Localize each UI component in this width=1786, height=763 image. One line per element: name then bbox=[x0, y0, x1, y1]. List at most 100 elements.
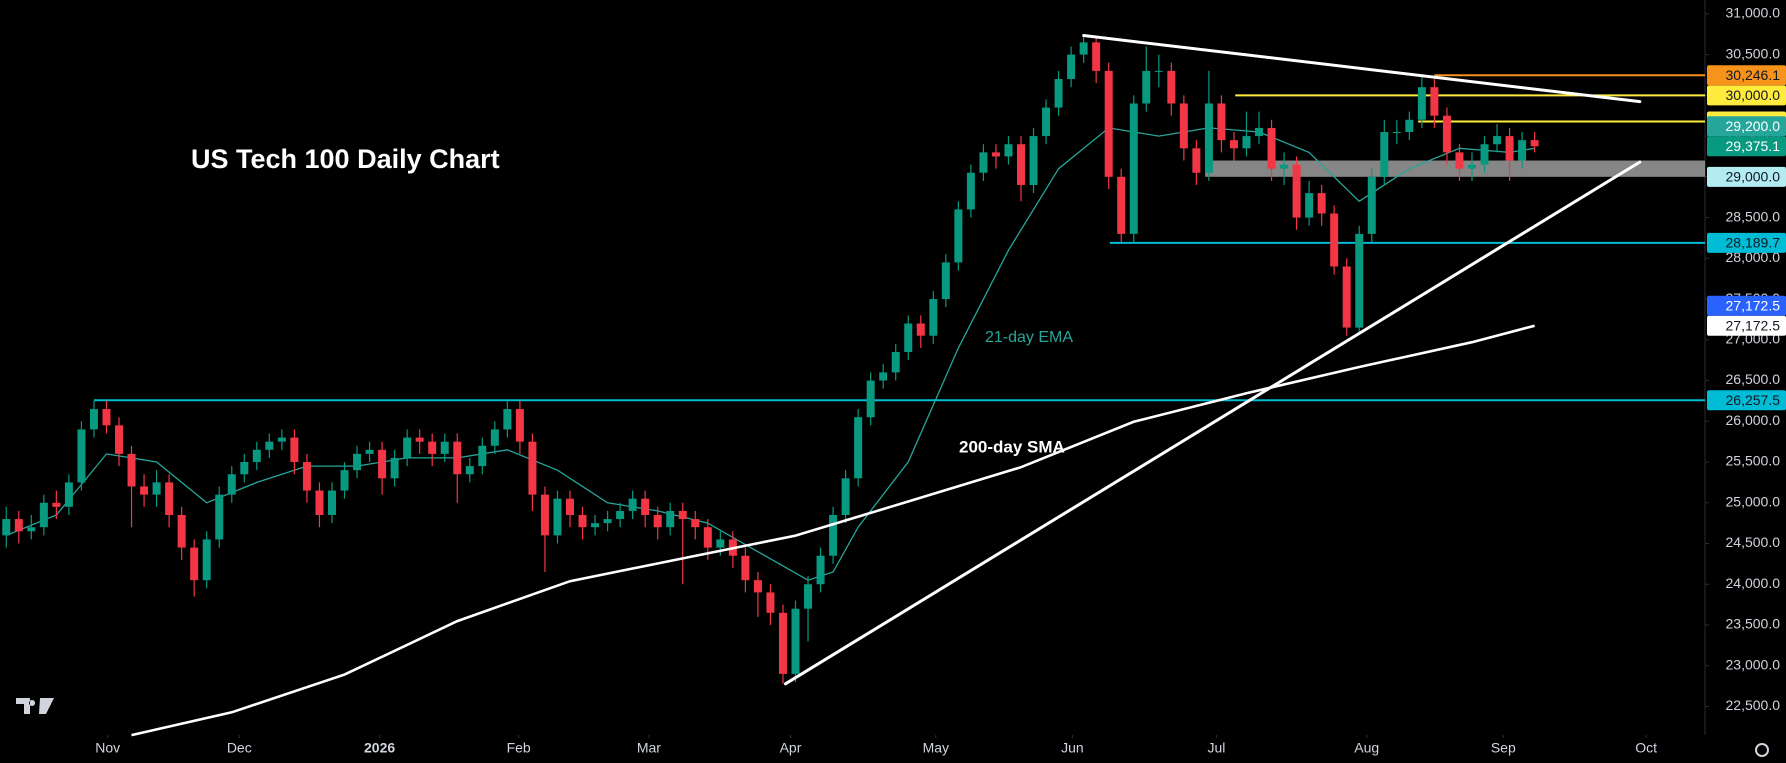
candle-body bbox=[791, 608, 800, 674]
candle-body bbox=[1217, 103, 1226, 141]
candle-body bbox=[102, 409, 111, 426]
price-label: 28,189.7 bbox=[1726, 235, 1781, 251]
candle-body bbox=[453, 441, 462, 475]
candle-body bbox=[1104, 70, 1113, 177]
x-tick-label: Sep bbox=[1491, 740, 1516, 756]
candle-body bbox=[252, 449, 261, 463]
candle-body bbox=[177, 514, 186, 548]
candle-body bbox=[315, 490, 324, 515]
candle-body bbox=[1229, 140, 1238, 149]
price-label: 30,246.1 bbox=[1726, 67, 1781, 83]
axes: 22,500.0 23,000.0 23,500.0 24,000.0 24,500.0… bbox=[95, 5, 1786, 756]
candle-body bbox=[1392, 132, 1401, 134]
candle-body bbox=[603, 519, 612, 524]
candle-body bbox=[591, 523, 600, 528]
candle-body bbox=[1179, 103, 1188, 149]
candle-body bbox=[77, 429, 86, 483]
candle-body bbox=[478, 445, 487, 467]
price-label-box bbox=[1707, 166, 1786, 187]
candle-body bbox=[190, 547, 199, 581]
candle-body bbox=[1054, 79, 1063, 108]
price-label: 29,200.0 bbox=[1726, 118, 1781, 134]
candle-body bbox=[378, 449, 387, 479]
candle-body bbox=[666, 510, 675, 528]
candle-body bbox=[1004, 144, 1013, 157]
candle-body bbox=[340, 470, 349, 491]
candle-body bbox=[140, 486, 149, 495]
candle-body bbox=[1430, 87, 1439, 116]
candle-body bbox=[753, 580, 762, 593]
candle-body bbox=[1117, 176, 1126, 234]
price-label-box bbox=[1707, 232, 1786, 253]
candle-body bbox=[778, 612, 787, 674]
x-tick-label: Dec bbox=[227, 740, 252, 756]
candle-body bbox=[1342, 266, 1351, 328]
candle-body bbox=[966, 172, 975, 210]
candle-body bbox=[1467, 164, 1476, 169]
candle-body bbox=[265, 441, 274, 450]
candle-body bbox=[1405, 119, 1414, 133]
candle-body bbox=[52, 502, 61, 507]
candle-body bbox=[440, 441, 449, 454]
price-label: 27,172.5 bbox=[1726, 297, 1781, 313]
candle-body bbox=[841, 478, 850, 515]
ma-line bbox=[131, 324, 1535, 737]
candle-body bbox=[127, 453, 136, 487]
candle-body bbox=[1530, 140, 1539, 147]
price-label-box bbox=[1707, 390, 1786, 411]
candle-body bbox=[1142, 70, 1151, 104]
price-label: 27,172.5 bbox=[1726, 317, 1781, 333]
candle-body bbox=[115, 425, 124, 454]
candle-body bbox=[365, 449, 374, 454]
candle-body bbox=[1267, 127, 1276, 169]
price-label: 29,000.0 bbox=[1726, 169, 1781, 185]
candle-body bbox=[991, 152, 1000, 157]
settings-icon[interactable] bbox=[1755, 743, 1769, 757]
candle-body bbox=[616, 510, 625, 520]
candle-body bbox=[553, 498, 562, 536]
candle-body bbox=[653, 514, 662, 528]
candle-body bbox=[891, 352, 900, 373]
y-tick-label: 28,000.0 bbox=[1726, 249, 1781, 265]
candle-body bbox=[1242, 136, 1251, 149]
y-tick-label: 30,500.0 bbox=[1726, 45, 1781, 61]
candle-body bbox=[403, 437, 412, 458]
sma-annotation: 200-day SMA bbox=[959, 437, 1065, 456]
candle-body bbox=[1330, 213, 1339, 267]
candle-body bbox=[1518, 140, 1527, 161]
y-tick-label: 22,500.0 bbox=[1726, 697, 1781, 713]
price-label: 29,375.1 bbox=[1726, 138, 1781, 154]
candle-body bbox=[465, 466, 474, 475]
price-label-box bbox=[1707, 136, 1786, 157]
candle-body bbox=[215, 494, 224, 540]
candle-body bbox=[515, 409, 524, 442]
candle-body bbox=[766, 592, 775, 613]
x-tick-label: 2026 bbox=[364, 740, 395, 756]
candle-body bbox=[240, 462, 249, 475]
candle-body bbox=[165, 482, 174, 515]
candle-body bbox=[979, 152, 988, 173]
candle-body bbox=[1154, 70, 1163, 72]
candle-body bbox=[716, 539, 725, 548]
candle-body bbox=[227, 474, 236, 495]
candle-body bbox=[916, 323, 925, 336]
x-tick-label: Jun bbox=[1061, 740, 1084, 756]
candle-body bbox=[678, 510, 687, 520]
candle-body bbox=[1092, 42, 1101, 71]
candle-body bbox=[904, 323, 913, 353]
y-tick-label: 26,000.0 bbox=[1726, 412, 1781, 428]
price-label-box bbox=[1707, 295, 1786, 316]
candle-body bbox=[528, 441, 537, 495]
y-tick-label: 31,000.0 bbox=[1726, 5, 1781, 21]
price-label-box bbox=[1707, 85, 1786, 106]
candle-body bbox=[490, 429, 499, 446]
candle-body bbox=[415, 437, 424, 442]
x-tick-label: Feb bbox=[507, 740, 531, 756]
candle-body bbox=[1380, 132, 1389, 177]
candle-body bbox=[1505, 136, 1514, 161]
price-label: 26,257.5 bbox=[1726, 392, 1781, 408]
candle-body bbox=[14, 519, 23, 532]
candle-body bbox=[27, 527, 36, 532]
x-tick-label: Mar bbox=[637, 740, 661, 756]
